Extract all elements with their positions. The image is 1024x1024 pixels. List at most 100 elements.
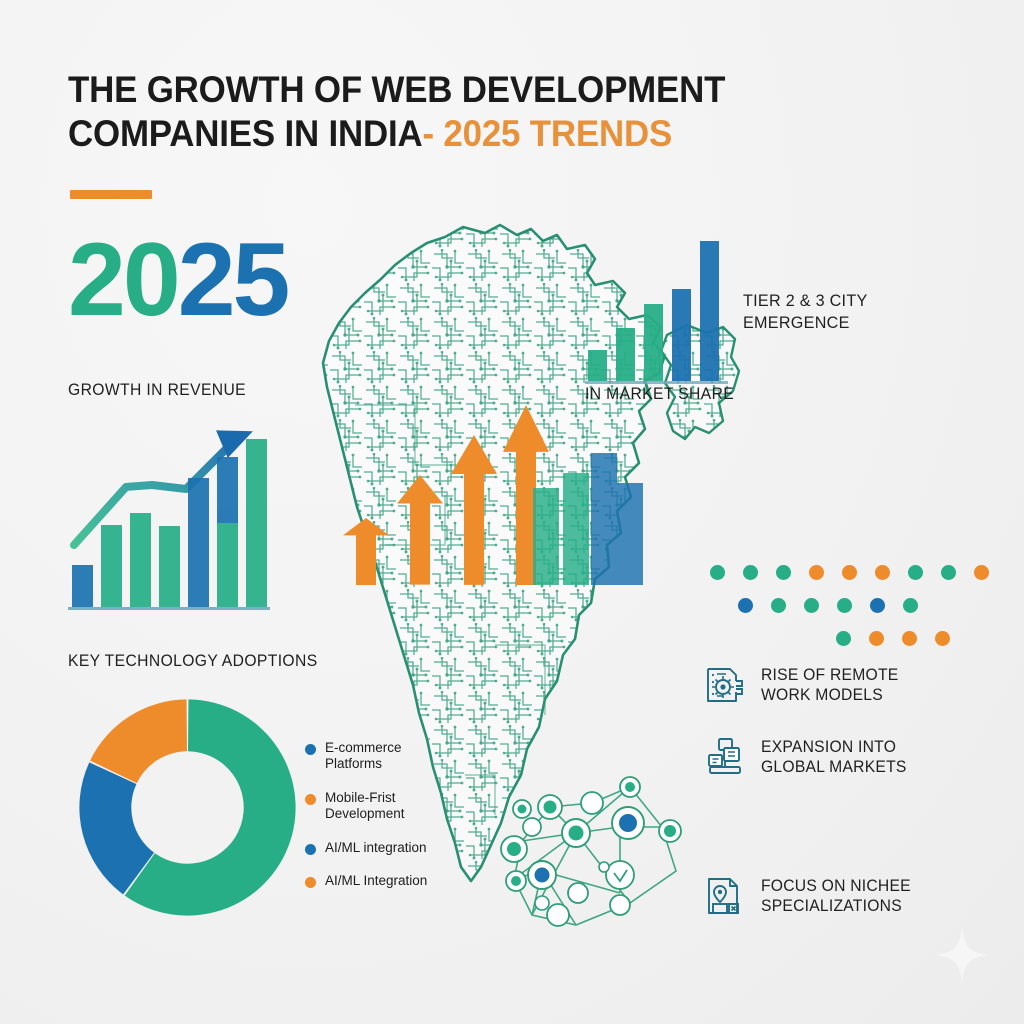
market-share-chart xyxy=(585,236,730,384)
feature-item-global-markets: EXPANSION INTO GLOBAL MARKETS xyxy=(703,735,914,779)
legend-color-dot xyxy=(305,793,316,805)
dot-matrix-dot xyxy=(776,565,791,580)
revenue-bar-segment xyxy=(130,512,151,607)
title-accent: 2025 TRENDS xyxy=(443,111,673,154)
revenue-bar-segment xyxy=(72,565,93,607)
revenue-axis-line xyxy=(68,607,270,610)
revenue-bar xyxy=(159,526,180,607)
revenue-bar-segment-upper xyxy=(217,457,238,523)
growth-arrow xyxy=(343,517,389,585)
revenue-bar-segment-lower xyxy=(217,523,238,607)
feature-item-remote-work: RISE OF REMOTE WORK MODELS xyxy=(703,663,906,707)
growth-arrow xyxy=(451,435,497,585)
legend-item: AI/ML Integration xyxy=(305,873,440,889)
key-technology-donut-chart xyxy=(70,690,305,925)
legend-label: AI/ML Integration xyxy=(325,873,428,889)
market-share-bar xyxy=(588,350,607,381)
donut-legend: E-commerce Platforms Mobile-Frist Develop… xyxy=(305,740,440,907)
legend-label: E-commerce Platforms xyxy=(325,740,402,772)
page-title: THE GROWTH OF WEB DEVELOPMENT COMPANIES … xyxy=(68,68,888,156)
dot-matrix-row xyxy=(738,598,918,613)
dot-matrix-dot xyxy=(710,565,725,580)
dot-matrix-decoration xyxy=(710,565,989,650)
donut-segment xyxy=(124,699,296,916)
feature-1-line-2: GLOBAL MARKETS xyxy=(761,758,907,776)
dot-matrix-dot xyxy=(974,565,989,580)
center-growth-arrows xyxy=(325,385,643,585)
market-share-bar xyxy=(616,327,635,381)
market-share-bar xyxy=(700,241,719,381)
revenue-bar-segment xyxy=(101,524,122,607)
dot-matrix-dot xyxy=(903,598,918,613)
dot-matrix-dot xyxy=(836,631,851,646)
center-bar xyxy=(591,453,617,585)
revenue-bar-segment xyxy=(159,526,180,607)
growth-in-revenue-chart xyxy=(64,405,274,610)
dot-matrix-dot xyxy=(837,598,852,613)
year-blue-part: 25 xyxy=(177,222,291,338)
dot-matrix-dot xyxy=(738,598,753,613)
donut-segment xyxy=(90,699,187,784)
legend-color-dot xyxy=(305,744,316,755)
document-gear-icon xyxy=(703,663,747,707)
dot-matrix-dot xyxy=(771,598,786,613)
revenue-bar xyxy=(72,565,93,607)
title-underline-rule xyxy=(70,190,152,199)
workstation-icon xyxy=(703,735,747,779)
feature-2-line-2: SPECIALIZATIONS xyxy=(761,897,902,915)
revenue-bar xyxy=(246,439,267,607)
revenue-bar-group xyxy=(72,427,268,607)
dot-matrix-dot xyxy=(902,631,917,646)
title-main: COMPANIES IN INDIA xyxy=(68,111,423,154)
growth-arrow xyxy=(397,475,443,585)
in-market-share-label: IN MARKET SHARE xyxy=(585,385,735,403)
legend-item: AI/ML integration xyxy=(305,840,440,856)
feature-text-remote-work: RISE OF REMOTE WORK MODELS xyxy=(761,665,898,706)
legend-item: E-commerce Platforms xyxy=(305,740,440,773)
sparkle-star xyxy=(936,926,988,984)
legend-label: AI/ML integration xyxy=(325,839,427,855)
dot-matrix-dot xyxy=(935,631,950,646)
dot-matrix-dot xyxy=(908,565,923,580)
donut-svg xyxy=(79,699,296,916)
legend-color-dot xyxy=(305,843,316,855)
revenue-bar xyxy=(101,524,122,607)
revenue-bar xyxy=(130,512,151,607)
donut-segment xyxy=(79,762,155,895)
dot-matrix-dot xyxy=(869,631,884,646)
revenue-bar-segment xyxy=(246,439,267,607)
year-display: 2025 xyxy=(68,228,290,332)
center-bar xyxy=(563,472,589,585)
dot-matrix-dot xyxy=(743,565,758,580)
dot-matrix-dot xyxy=(870,598,885,613)
feature-2-line-1: FOCUS ON NICHEE xyxy=(761,876,911,895)
feature-0-line-1: RISE OF REMOTE xyxy=(761,665,899,684)
dot-matrix-dot xyxy=(875,565,890,580)
network-nodes-graphic xyxy=(480,775,695,940)
feature-item-niche-specializations: FOCUS ON NICHEE SPECIALIZATIONS xyxy=(703,874,919,918)
feature-1-line-1: EXPANSION INTO xyxy=(761,737,897,756)
growth-in-revenue-label: GROWTH IN REVENUE xyxy=(68,381,247,399)
revenue-trend-arrow xyxy=(70,430,253,549)
dot-matrix-row xyxy=(836,631,950,646)
legend-item: Mobile-Frist Development xyxy=(305,790,440,823)
title-dash: - xyxy=(422,111,434,154)
feature-0-line-2: WORK MODELS xyxy=(761,686,883,704)
dot-matrix-dot xyxy=(804,598,819,613)
market-share-bar xyxy=(644,304,663,381)
tier-line-2: EMERGENCE xyxy=(743,312,850,332)
center-bar xyxy=(533,487,559,585)
revenue-bar xyxy=(188,478,209,607)
title-line-2: COMPANIES IN INDIA- 2025 TRENDS xyxy=(68,112,831,156)
market-share-axis-line xyxy=(585,381,728,384)
dot-matrix-row xyxy=(710,565,989,580)
market-share-bar-group xyxy=(588,241,726,381)
key-technology-adoptions-label: KEY TECHNOLOGY ADOPTIONS xyxy=(68,652,318,670)
market-share-bar xyxy=(672,288,691,381)
title-line-1: THE GROWTH OF WEB DEVELOPMENT xyxy=(68,68,726,110)
legend-label: Mobile-Frist Development xyxy=(325,789,405,822)
dot-matrix-dot xyxy=(809,565,824,580)
revenue-bar xyxy=(217,457,238,607)
growth-arrow xyxy=(503,404,549,585)
